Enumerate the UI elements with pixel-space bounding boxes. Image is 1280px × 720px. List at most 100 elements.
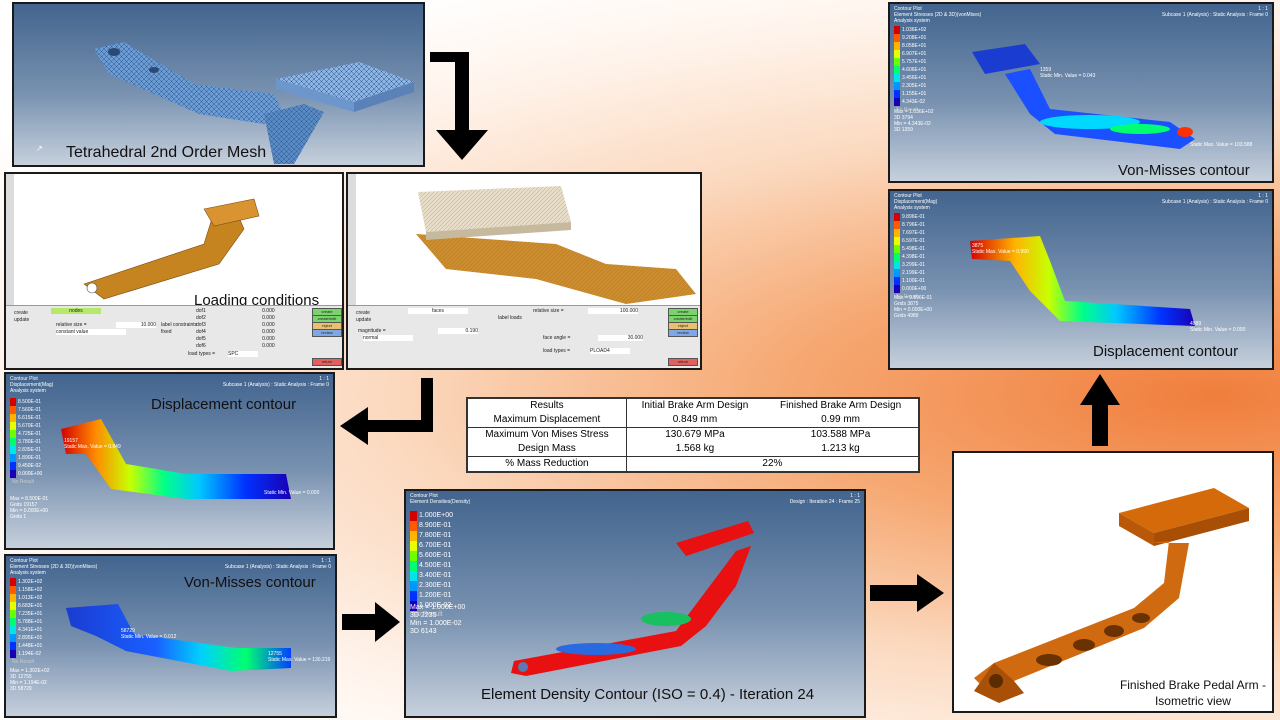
legend-swatch	[894, 34, 900, 42]
legend-swatch	[894, 221, 900, 229]
legend-row: 7.800E-01	[410, 531, 453, 541]
table-cell: 0.99 mm	[821, 414, 860, 425]
tool-sidebar[interactable]	[348, 174, 356, 310]
create-radio[interactable]: create	[14, 310, 28, 316]
legend-value: 1.302E+02	[18, 579, 43, 585]
update-radio[interactable]: update	[14, 317, 30, 323]
results-table: Results Initial Brake Arm Design Finishe…	[466, 397, 920, 473]
legend-row: 4.341E+01	[10, 626, 42, 634]
arrow-mesh-to-loading	[430, 52, 488, 160]
load-types-selector[interactable]: PLOAD4	[590, 348, 630, 354]
legend-value: 5.498E-01	[902, 246, 926, 252]
load-types-label: load types =	[188, 351, 216, 357]
faces-selector[interactable]: faces	[408, 308, 468, 314]
dof-row[interactable]: dof4 0.000	[196, 329, 275, 335]
legend-swatch	[10, 586, 16, 594]
legend-value: 8.900E-01	[419, 522, 452, 529]
normal-selector[interactable]: normal	[363, 335, 413, 341]
plot-header: Contour Plot Displacement(Mag) Analysis …	[10, 376, 54, 394]
legend-swatch	[410, 531, 417, 541]
legend-value: 2.835E-01	[18, 447, 42, 453]
load-types-selector[interactable]: SPC	[228, 351, 258, 357]
legend-value: 8.058E+01	[902, 43, 927, 49]
load-types-label: load types =	[543, 348, 571, 354]
legend-value: 1.158E+02	[18, 587, 43, 593]
fixed-check[interactable]: fixed	[161, 329, 172, 335]
dof-row[interactable]: dof2 0.000	[196, 315, 275, 321]
legend-swatch	[894, 26, 900, 34]
legend-value: 9.208E+01	[902, 35, 927, 41]
relative-size-input[interactable]: 100.000	[588, 308, 638, 314]
plot-frame: 1 : 1	[1258, 193, 1268, 199]
legend-row: 8.900E-01	[410, 521, 453, 531]
table-row: % Mass Reduction 22%	[467, 456, 919, 472]
vonmises-left-caption: Von-Misses contour	[184, 574, 316, 591]
vonmises-model-right	[972, 44, 1195, 149]
review-button[interactable]: review	[312, 329, 342, 337]
contour-legend: 1.000E+00 8.900E-01 7.800E-01 6.700E-01 5.60…	[410, 511, 453, 619]
legend-swatch	[410, 581, 417, 591]
density-caption: Element Density Contour (ISO = 0.4) - It…	[481, 686, 815, 703]
legend-row: 5.498E-01	[894, 245, 926, 253]
plot-header: Contour Plot Element Densities(Density)	[410, 493, 471, 505]
table-cell: 0.849 mm	[672, 414, 718, 425]
legend-value: 9.896E-01	[902, 214, 926, 220]
dof-row[interactable]: dof1 0.000	[196, 308, 275, 314]
legend-swatch	[10, 446, 16, 454]
mesh-model	[94, 42, 414, 164]
dof-list: dof1 0.000 dof2 0.000 dof3 0.000 dof4 0.…	[196, 308, 275, 350]
legend-swatch	[894, 253, 900, 261]
return-button[interactable]: return	[312, 358, 342, 366]
review-button[interactable]: review	[668, 329, 698, 337]
update-radio[interactable]: update	[356, 317, 372, 323]
legend-value: 5.757E+01	[902, 59, 927, 65]
dof-row[interactable]: dof5 0.000	[196, 336, 275, 342]
legend-value: 8.796E-01	[902, 222, 926, 228]
legend-row: 9.208E+01	[894, 34, 926, 42]
create-radio[interactable]: create	[356, 310, 370, 316]
displacement-left-panel: Contour Plot Displacement(Mag) Analysis …	[4, 372, 335, 550]
loading-caption: Loading conditions	[194, 292, 320, 309]
legend-row: 5.600E-01	[410, 551, 453, 561]
plot-subcase: Subcase 1 (Analysis) : Static Analysis :…	[222, 382, 329, 388]
contour-legend: 1.302E+02 1.158E+02 1.013E+02 8.683E+01 7.23…	[10, 578, 42, 666]
displacement-model-left	[61, 419, 291, 499]
max-label: Static Max. Value = 103.588	[1190, 142, 1253, 148]
loading-panel-left: Loading conditions create update nodes r…	[4, 172, 344, 370]
legend-value: 1.013E+02	[18, 595, 43, 601]
table-header: Initial Brake Arm Design	[641, 400, 749, 411]
legend-swatch	[410, 521, 417, 531]
legend-value: 2.300E-01	[419, 582, 452, 589]
face-angle-input[interactable]: 30.000	[598, 335, 643, 341]
nodes-selector[interactable]: nodes	[51, 308, 101, 314]
mesh-panel: Tetrahedral 2nd Order Mesh ↗	[12, 2, 425, 167]
tool-sidebar[interactable]	[6, 174, 14, 310]
constant-value-selector[interactable]: constant value	[56, 329, 126, 335]
table-cell: 1.568 kg	[675, 443, 715, 454]
return-button[interactable]: return	[668, 358, 698, 366]
table-cell: Design Mass	[467, 442, 627, 457]
legend-value: 7.697E-01	[902, 230, 926, 236]
legend-swatch	[894, 58, 900, 66]
legend-value: 4.341E+01	[18, 627, 43, 633]
contour-legend: 1.036E+02 9.208E+01 8.058E+01 6.907E+01 5.75…	[894, 26, 926, 114]
plot-frame: 1 : 1	[319, 376, 329, 382]
legend-row: 7.560E-01	[10, 406, 42, 414]
plot-stats: Max = 9.896E-01 Grids 3875 Min = 0.000E+…	[894, 295, 933, 319]
legend-value: 2.305E+01	[902, 83, 927, 89]
min-label: 4989 Static Min. Value = 0.000	[1190, 321, 1246, 333]
label-loads-check[interactable]: label loads	[498, 315, 522, 321]
legend-row: 8.500E-01	[10, 398, 42, 406]
contour-legend: 8.500E-01 7.560E-01 6.615E-01 5.670E-01 4.72…	[10, 398, 42, 486]
mesh-caption: Tetrahedral 2nd Order Mesh	[66, 144, 267, 161]
legend-no-result: No Result	[412, 611, 443, 618]
arrow-finished-to-displacement	[1080, 374, 1120, 446]
dof-row[interactable]: dof3 0.000	[196, 322, 275, 328]
axis-triad-icon: ↗	[36, 144, 43, 153]
legend-row: 5.757E+01	[894, 58, 926, 66]
dof-row[interactable]: dof6 0.000	[196, 343, 275, 349]
relative-size-input[interactable]: 10.000	[116, 322, 156, 328]
legend-row: 5.788E+01	[10, 618, 42, 626]
magnitude-input[interactable]: 0.190	[438, 328, 478, 334]
label-constraints-check[interactable]: label constraints	[161, 322, 198, 328]
